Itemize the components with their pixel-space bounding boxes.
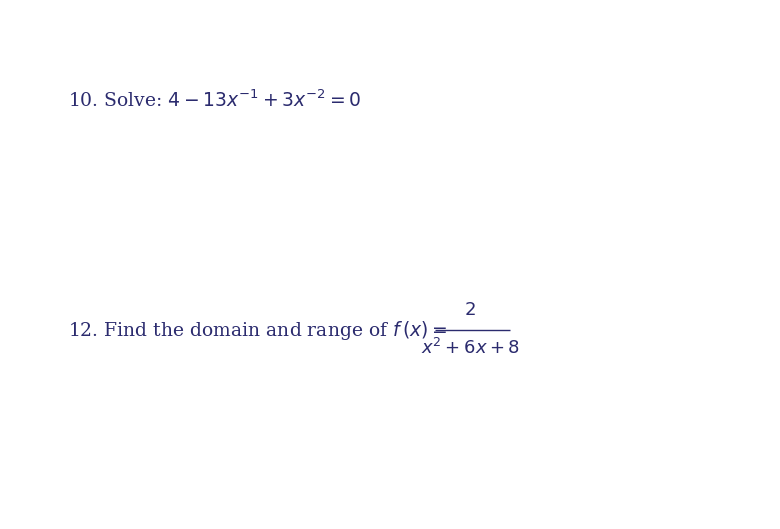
Text: 10. Solve: $4 - 13x^{-1} + 3x^{-2} = 0$: 10. Solve: $4 - 13x^{-1} + 3x^{-2} = 0$ [68, 89, 361, 111]
Text: $x^2 + 6x + 8$: $x^2 + 6x + 8$ [420, 338, 519, 358]
Text: 12. Find the domain and range of $f\,(x) =$: 12. Find the domain and range of $f\,(x)… [68, 318, 447, 342]
Text: $2$: $2$ [464, 301, 476, 319]
